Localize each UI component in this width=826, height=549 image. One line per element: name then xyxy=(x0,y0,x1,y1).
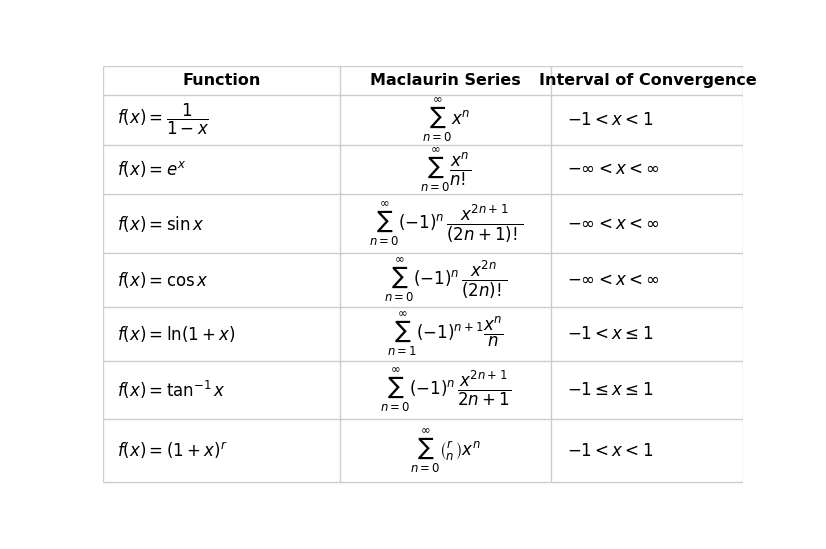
Text: $f(x) = \ln(1+x)$: $f(x) = \ln(1+x)$ xyxy=(117,324,236,344)
Text: $-\infty < x < \infty$: $-\infty < x < \infty$ xyxy=(567,215,660,233)
Text: $\sum_{n=1}^{\infty} (-1)^{n+1}\dfrac{x^{n}}{n}$: $\sum_{n=1}^{\infty} (-1)^{n+1}\dfrac{x^… xyxy=(387,310,504,358)
Text: $\sum_{n=0}^{\infty} (-1)^{n}\,\dfrac{x^{2n}}{(2n)!}$: $\sum_{n=0}^{\infty} (-1)^{n}\,\dfrac{x^… xyxy=(384,255,507,304)
Text: $f(x) = (1+x)^{r}$: $f(x) = (1+x)^{r}$ xyxy=(117,440,228,461)
Text: $-1 < x \leq 1$: $-1 < x \leq 1$ xyxy=(567,325,653,343)
Text: $f(x) = e^{x}$: $f(x) = e^{x}$ xyxy=(117,159,187,180)
Text: $\sum_{n=0}^{\infty} \binom{r}{n} x^{n}$: $\sum_{n=0}^{\infty} \binom{r}{n} x^{n}$ xyxy=(411,426,482,475)
Text: $f(x) = \cos x$: $f(x) = \cos x$ xyxy=(117,270,209,290)
Text: $\sum_{n=0}^{\infty} x^{n}$: $\sum_{n=0}^{\infty} x^{n}$ xyxy=(421,95,470,144)
Text: $f(x) = \dfrac{1}{1-x}$: $f(x) = \dfrac{1}{1-x}$ xyxy=(117,102,209,137)
Text: $\sum_{n=0}^{\infty} (-1)^{n}\,\dfrac{x^{2n+1}}{2n+1}$: $\sum_{n=0}^{\infty} (-1)^{n}\,\dfrac{x^… xyxy=(380,366,511,414)
Text: Interval of Convergence: Interval of Convergence xyxy=(539,73,757,88)
Text: $f(x) = \sin x$: $f(x) = \sin x$ xyxy=(117,214,205,233)
Text: $\sum_{n=0}^{\infty} (-1)^{n}\,\dfrac{x^{2n+1}}{(2n+1)!}$: $\sum_{n=0}^{\infty} (-1)^{n}\,\dfrac{x^… xyxy=(368,199,523,248)
Text: $-1 \leq x \leq 1$: $-1 \leq x \leq 1$ xyxy=(567,381,653,399)
Text: $\sum_{n=0}^{\infty} \dfrac{x^{n}}{n!}$: $\sum_{n=0}^{\infty} \dfrac{x^{n}}{n!}$ xyxy=(420,145,472,194)
Text: $f(x) = \tan^{-1} x$: $f(x) = \tan^{-1} x$ xyxy=(117,379,226,401)
Text: $-\infty < x < \infty$: $-\infty < x < \infty$ xyxy=(567,271,660,289)
Text: Function: Function xyxy=(183,73,261,88)
Text: $-1 < x < 1$: $-1 < x < 1$ xyxy=(567,110,653,128)
Text: $-1 < x < 1$: $-1 < x < 1$ xyxy=(567,441,653,460)
Text: $-\infty < x < \infty$: $-\infty < x < \infty$ xyxy=(567,160,660,178)
Text: Maclaurin Series: Maclaurin Series xyxy=(370,73,521,88)
